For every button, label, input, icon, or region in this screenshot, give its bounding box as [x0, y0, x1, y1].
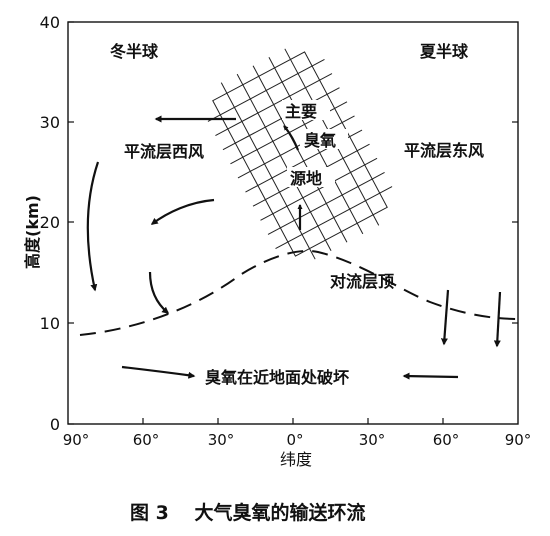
- y-tick-label: 0: [50, 415, 60, 434]
- x-tick-label: 60°: [433, 431, 460, 449]
- y-ticks: [68, 21, 518, 425]
- plot-frame: [67, 21, 519, 425]
- x-tick-label: 30°: [359, 431, 386, 449]
- y-tick-label: 10: [40, 314, 60, 333]
- y-tick-label: 40: [40, 13, 60, 32]
- x-tick-label: 90°: [505, 431, 532, 449]
- y-axis-title: 高度(km): [23, 195, 42, 269]
- y-tick-label: 20: [40, 213, 60, 232]
- x-axis-title: 纬度: [280, 450, 312, 469]
- x-ticks: [142, 418, 444, 424]
- diagram-labels: 冬半球 夏半球 主要 臭氧 源地 平流层西风 平流层东风 对流层顶 臭氧在近地面…: [110, 42, 484, 387]
- stratosphere-west-wind-label: 平流层西风: [124, 142, 204, 161]
- surface-arrow-from-winter: [121, 365, 196, 379]
- x-tick-label: 0°: [286, 431, 303, 449]
- source-label-backdrop: [282, 100, 330, 120]
- source-label-backdrop: [287, 167, 335, 187]
- tropopause-label: 对流层顶: [330, 272, 394, 291]
- x-tick-label: 60°: [133, 431, 160, 449]
- x-tick-labels: 90° 60° 30° 0° 30° 60° 90°: [63, 431, 532, 449]
- winter-descending-arrow-outer: [86, 161, 100, 292]
- winter-hemisphere-label: 冬半球: [110, 42, 159, 61]
- surface-arrow-from-summer: [402, 372, 459, 380]
- summer-descending-arrow-right: [493, 291, 502, 348]
- source-label-line3: 源地: [290, 169, 322, 188]
- x-tick-label: 30°: [208, 431, 235, 449]
- source-label-line2: 臭氧: [304, 131, 336, 150]
- surface-destruction-label: 臭氧在近地面处破坏: [205, 368, 349, 387]
- source-label-backdrop: [300, 129, 348, 149]
- summer-descending-arrow-left: [440, 289, 450, 346]
- tropopause-line: [79, 249, 519, 336]
- ozone-source-grid: [207, 48, 393, 260]
- circulation-arrows: [86, 115, 502, 380]
- source-poleward-arrow: [283, 125, 300, 151]
- x-tick-label: 90°: [63, 431, 90, 449]
- stratosphere-east-wind-label: 平流层东风: [404, 141, 484, 160]
- source-label-line1: 主要: [285, 102, 317, 121]
- winter-descending-arrow-inner: [148, 271, 170, 314]
- y-tick-label: 30: [40, 113, 60, 132]
- summer-hemisphere-label: 夏半球: [419, 42, 469, 61]
- figure-caption: 图 3 大气臭氧的输送环流: [130, 501, 365, 524]
- y-tick-labels: 0 10 20 30 40: [40, 13, 60, 434]
- stratosphere-poleward-arrow: [150, 198, 215, 225]
